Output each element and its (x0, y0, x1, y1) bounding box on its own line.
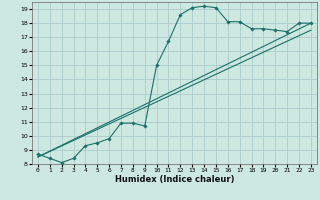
X-axis label: Humidex (Indice chaleur): Humidex (Indice chaleur) (115, 175, 234, 184)
